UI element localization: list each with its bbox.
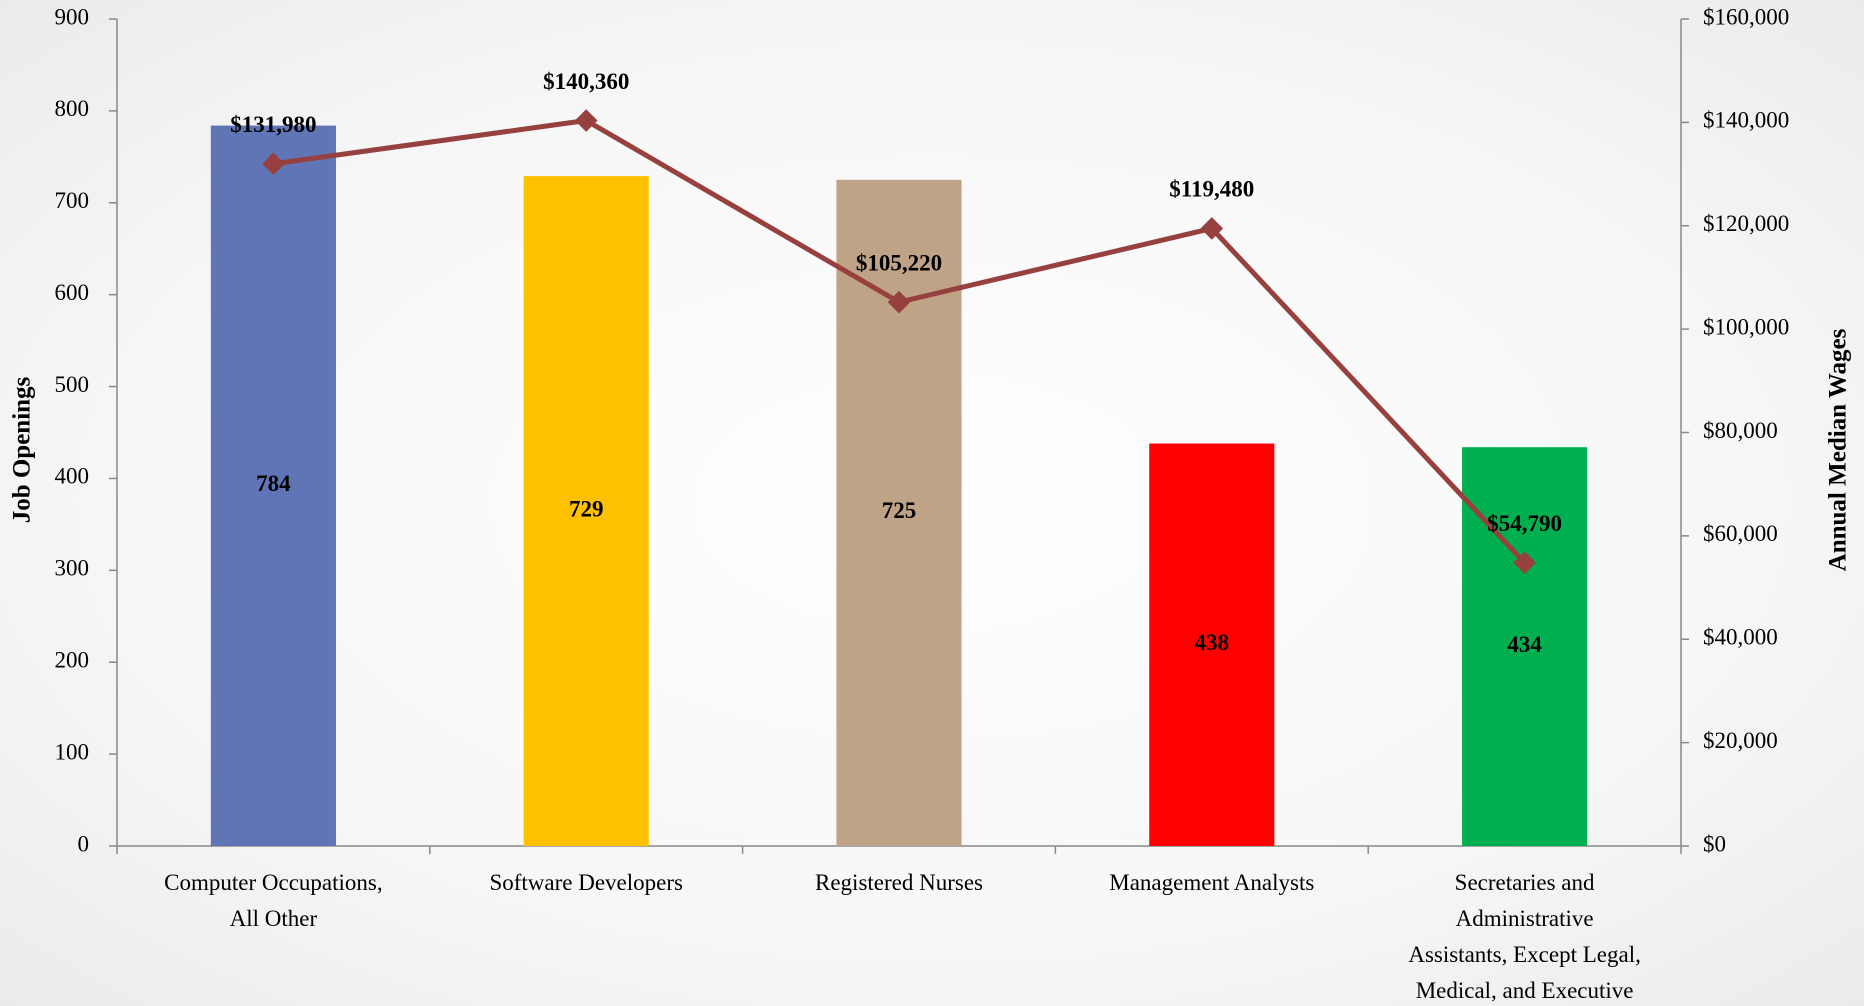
line-value-label: $131,980 [230,112,316,137]
y-tick-label: 200 [55,648,90,673]
y2-tick-label: $60,000 [1703,521,1778,546]
y-tick-label: 700 [55,188,90,213]
y-axis-title: Job Openings [9,376,36,523]
x-tick-label-line: Software Developers [489,870,683,895]
line-marker [574,109,598,132]
x-tick-label-line: Secretaries and [1455,870,1595,895]
x-tick-label-line: Assistants, Except Legal, [1408,942,1641,967]
x-tick-label-line: Registered Nurses [815,870,983,895]
y-tick-label: 400 [55,464,90,489]
x-tick-label: Registered Nurses [815,870,983,895]
line-value-label: $54,790 [1487,511,1562,536]
x-tick-label-line: Management Analysts [1109,870,1314,895]
y-tick-label: 100 [55,739,90,764]
y2-tick-label: $120,000 [1703,211,1789,236]
bar [523,176,649,846]
y2-tick-label: $40,000 [1703,625,1778,650]
bar [210,125,336,846]
x-tick-label-line: Administrative [1456,906,1594,931]
y2-tick-label: $160,000 [1703,4,1789,29]
y-tick-label: 0 [78,831,90,856]
x-tick-label-line: Computer Occupations, [164,870,382,895]
bar-value-label: 434 [1507,632,1542,657]
y2-tick-label: $0 [1703,831,1726,856]
x-tick-label: Secretaries and Administrative Assistants,… [1408,870,1641,1003]
y2-axis-title: Annual Median Wages [1825,328,1852,571]
line-value-label: $119,480 [1169,177,1254,202]
y-tick-label: 300 [55,556,90,581]
x-tick-label: Computer Occupations, All Other [164,870,382,931]
y-tick-label: 500 [55,372,90,397]
bar [1149,443,1275,846]
y-tick-label: 600 [55,280,90,305]
x-tick-label-line: Medical, and Executive [1416,978,1634,1003]
y2-tick-label: $80,000 [1703,418,1778,443]
y-tick-label: 800 [55,96,90,121]
x-tick-label-line: All Other [230,906,318,931]
line-marker [887,290,911,314]
x-tick-label: Software Developers [489,870,683,895]
bar-value-label: 784 [256,471,291,496]
bar-value-label: 438 [1195,630,1230,655]
bar-value-label: 729 [569,496,604,521]
y2-tick-label: $140,000 [1703,108,1789,133]
x-tick-label: Management Analysts [1109,870,1314,895]
y-tick-label: 900 [55,4,90,29]
bar [1462,447,1588,846]
line-value-label: $140,360 [543,69,629,94]
line-value-label: $105,220 [856,250,942,275]
line-marker [1513,551,1536,575]
y2-tick-label: $100,000 [1703,314,1789,339]
bar-value-label: 725 [882,498,917,523]
y2-tick-label: $20,000 [1703,728,1778,753]
